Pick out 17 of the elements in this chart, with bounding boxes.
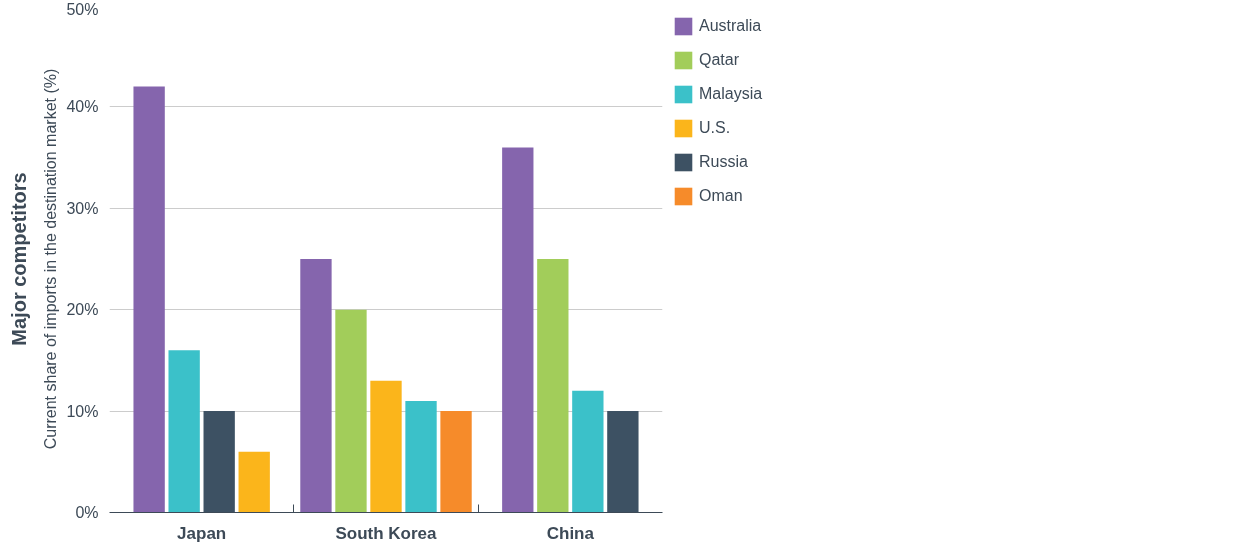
x-tick-label: Japan [177,523,227,543]
legend-label: Qatar [699,51,740,69]
y-tick-label: 10% [66,402,99,420]
y-tick-label: 0% [75,504,99,521]
y-axis-title: Current share of imports in the destination market (%) [41,68,59,450]
x-tick-label: China [546,523,595,543]
y-tick-label: 50% [66,0,99,18]
legend-label: Australia [699,17,762,35]
y-tick-label: 20% [66,301,99,319]
text: Major competitors [7,172,30,346]
y-tick-label: 30% [66,199,99,217]
legend-label: Oman [699,187,743,205]
x-tick-label: South Korea [335,523,438,543]
legend-label: Malaysia [699,85,763,103]
legend-label: Russia [699,153,748,171]
legend-label: U.S. [699,119,731,137]
y-tick-label: 40% [66,98,99,116]
